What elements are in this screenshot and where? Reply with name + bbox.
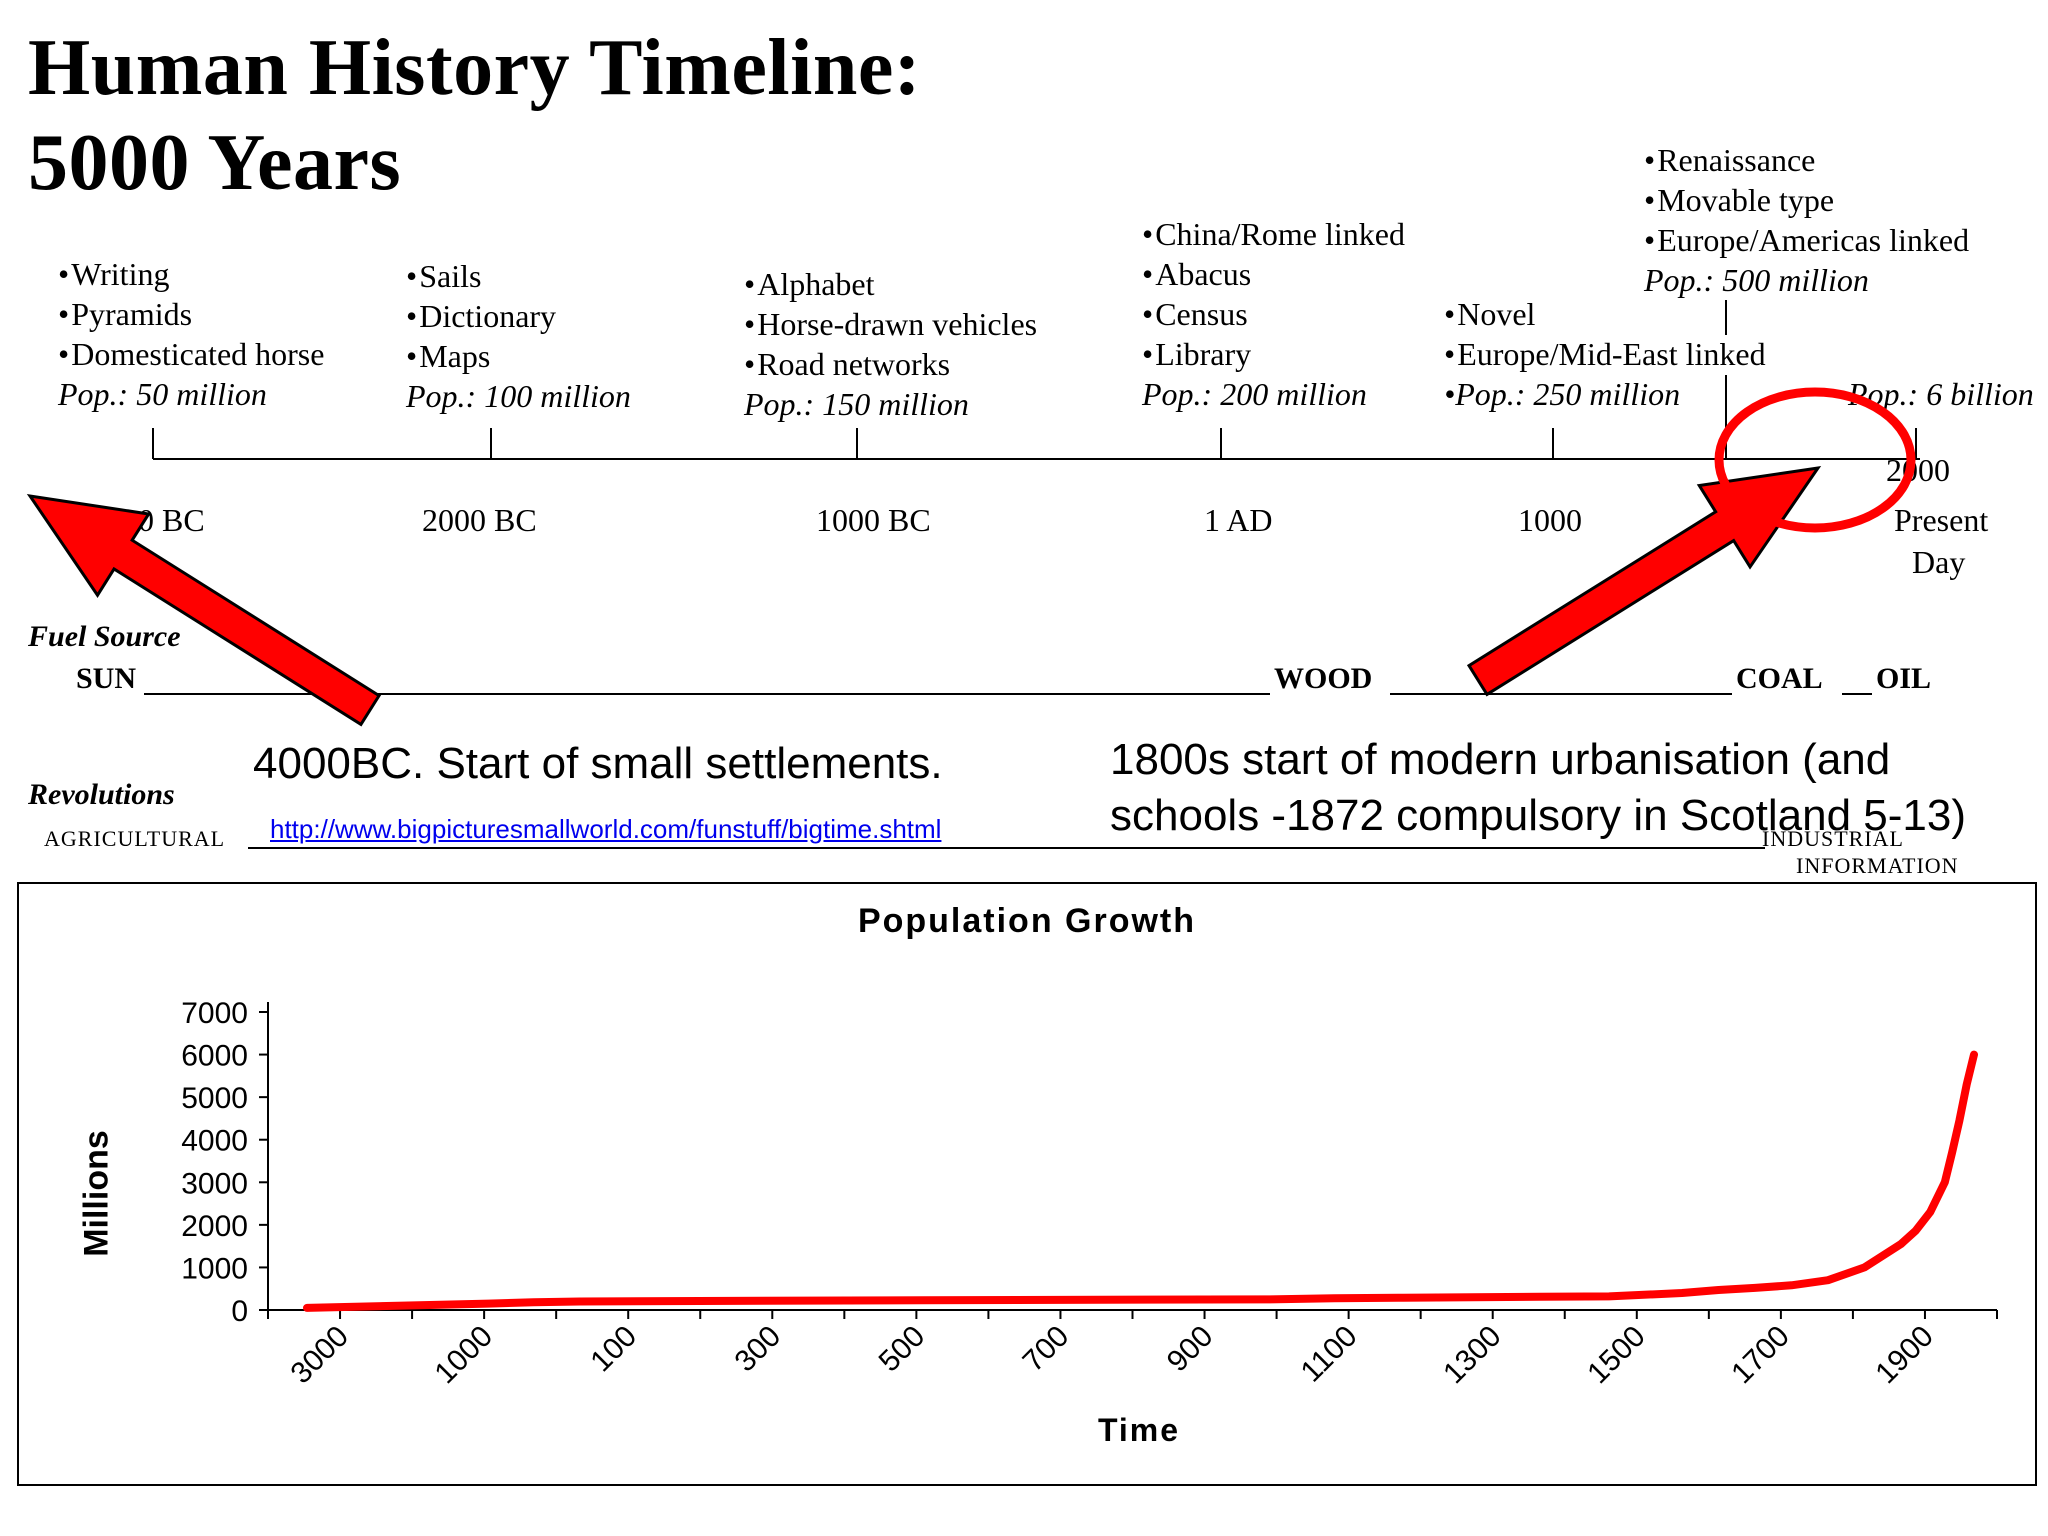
x-tick-label: 1700: [1725, 1320, 1796, 1391]
event-item: Road networks: [744, 344, 1037, 384]
revolution-industrial: INDUSTRIAL: [1762, 826, 1904, 851]
event-group-1000: Novel Europe/Mid-East linked •Pop.: 250 …: [1444, 294, 1766, 414]
fuel-sun: SUN: [76, 662, 137, 695]
x-tick-label: 1100: [1295, 1320, 1364, 1389]
y-tick-label: 1000: [181, 1252, 248, 1285]
x-tick-label: 1900: [1869, 1320, 1940, 1391]
chart-title: Population Growth: [857, 902, 1197, 940]
fuel-wood: WOOD: [1274, 662, 1373, 695]
timeline-label-1000: 1000: [1518, 502, 1582, 538]
x-tick-label: 900: [1161, 1320, 1220, 1379]
population-label: Pop.: 100 million: [406, 378, 631, 414]
event-item: Sails: [406, 256, 631, 296]
fuel-coal: COAL: [1736, 662, 1823, 695]
event-item: Europe/Americas linked: [1644, 220, 1969, 260]
timeline-label-present: Present: [1894, 502, 1989, 538]
event-item: Alphabet: [744, 264, 1037, 304]
event-group-2000bc: Sails Dictionary Maps Pop.: 100 million: [406, 256, 631, 416]
note-urbanisation-line2: schools -1872 compulsory in Scotland 5-1…: [1110, 791, 1967, 840]
timeline-label-1ad: 1 AD: [1204, 502, 1273, 538]
event-group-1500: Renaissance Movable type Europe/Americas…: [1644, 140, 1969, 300]
event-item: Maps: [406, 336, 631, 376]
event-item: Dictionary: [406, 296, 631, 336]
x-tick-label: 700: [1017, 1320, 1076, 1379]
x-tick-label: 100: [584, 1320, 643, 1379]
x-tick-label: 300: [729, 1320, 788, 1379]
x-tick-label: 1500: [1581, 1320, 1652, 1391]
red-arrow-left: [26, 494, 382, 727]
y-tick-label: 3000: [181, 1167, 248, 1200]
page-title: Human History Timeline:: [28, 24, 922, 112]
population-label: Pop.: 200 million: [1142, 376, 1367, 412]
fuel-source-heading: Fuel Source: [28, 620, 181, 653]
event-item: China/Rome linked: [1142, 214, 1405, 254]
population-label: Pop.: 500 million: [1644, 262, 1869, 298]
event-item: Pyramids: [58, 294, 324, 334]
event-group-1ad: China/Rome linked Abacus Census Library …: [1142, 214, 1405, 414]
revolutions-heading: Revolutions: [28, 778, 175, 811]
red-arrow-right: [1466, 466, 1822, 697]
event-item: Novel: [1444, 294, 1766, 334]
event-item: Renaissance: [1644, 140, 1969, 180]
population-label: Pop.: 150 million: [744, 386, 969, 422]
event-group-3000bc: Writing Pyramids Domesticated horse Pop.…: [58, 254, 324, 414]
arrow-shape: [26, 494, 382, 727]
y-tick-label: 0: [231, 1295, 248, 1328]
source-link[interactable]: http://www.bigpicturesmallworld.com/funs…: [270, 814, 942, 844]
x-tick-label: 1300: [1437, 1320, 1508, 1391]
chart-plot: 0 1000 2000 3000 4000 5000 6000 7000 3000 1000 100…: [181, 997, 1998, 1391]
event-item: Domesticated horse: [58, 334, 324, 374]
population-label: •Pop.: 250 million: [1444, 376, 1681, 412]
event-group-1000bc: Alphabet Horse-drawn vehicles Road netwo…: [744, 264, 1037, 424]
y-tick-label: 6000: [181, 1040, 248, 1073]
revolution-information: INFORMATION: [1796, 853, 1959, 878]
population-chart: Population Growth Time Millions 0 1000 200…: [17, 882, 2037, 1486]
note-settlements: 4000BC. Start of small settlements.: [253, 739, 943, 788]
event-item: Census: [1142, 294, 1405, 334]
note-urbanisation-line1: 1800s start of modern urbanisation (and: [1110, 735, 1891, 784]
event-item: Library: [1142, 334, 1405, 374]
timeline-label-2000: 2000: [1886, 452, 1950, 488]
timeline-label-1000bc: 1000 BC: [816, 502, 931, 538]
y-tick-label: 7000: [181, 997, 248, 1030]
page-subtitle: 5000 Years: [28, 119, 402, 207]
event-item: Writing: [58, 254, 324, 294]
event-item: Europe/Mid-East linked: [1444, 334, 1765, 374]
event-item: Abacus: [1142, 254, 1405, 294]
y-tick-label: 4000: [181, 1125, 248, 1158]
x-tick-label: 1000: [429, 1320, 500, 1391]
y-tick-label: 5000: [181, 1082, 248, 1115]
fuel-oil: OIL: [1876, 662, 1932, 695]
event-item: Horse-drawn vehicles: [744, 304, 1037, 344]
red-circle-highlight: [1714, 387, 1916, 533]
population-series-line: [303, 1050, 1978, 1312]
y-tick-label: 2000: [181, 1210, 248, 1243]
timeline-label-2000bc: 2000 BC: [422, 502, 537, 538]
event-item: Movable type: [1644, 180, 1969, 220]
x-tick-label: 3000: [284, 1320, 355, 1391]
timeline-label-day: Day: [1912, 544, 1966, 580]
chart-xlabel: Time: [1097, 1412, 1181, 1448]
population-label: Pop.: 50 million: [58, 376, 267, 412]
revolution-agricultural: AGRICULTURAL: [44, 826, 226, 851]
arrow-shape: [1466, 466, 1822, 697]
x-tick-label: 500: [873, 1320, 932, 1379]
